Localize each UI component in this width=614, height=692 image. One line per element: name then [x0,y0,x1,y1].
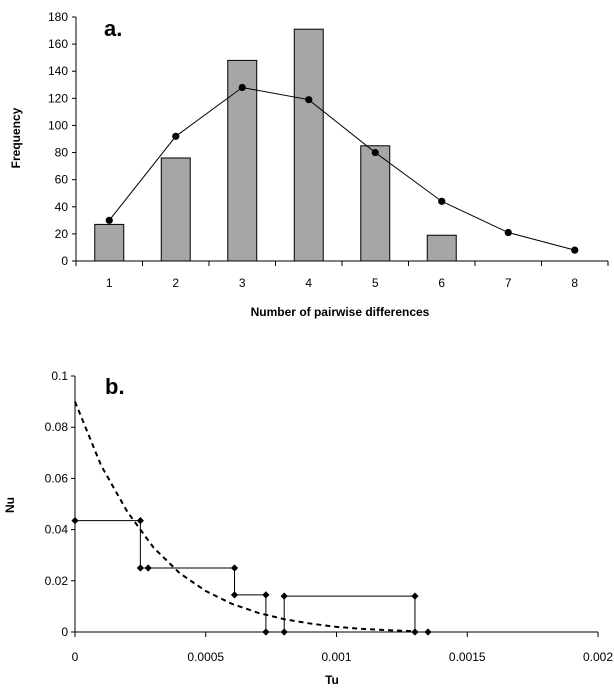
panel-a-ytick-label: 120 [48,91,68,105]
panel-b: b. 0 0.02 0.04 0.06 0.08 0.1 0 0.0005 0.001 0.00… [3,369,613,687]
panel-a-x-title: Number of pairwise differences [251,305,430,319]
panel-a: a. 0 20 40 60 80 100 120 140 160 180 1 2 3 4 5 6 7 8 Num… [9,10,609,319]
panel-a-ytick-label: 40 [55,200,69,214]
panel-a-xtick-label: 1 [106,276,113,290]
panel-b-y-title: Nu [3,497,17,513]
panel-b-label: b. [105,374,125,399]
bar-6 [426,234,457,262]
expected-point-7 [504,228,512,237]
panel-a-ytick-label: 20 [55,227,69,241]
panel-a-ytick-label: 0 [61,254,68,268]
panel-b-ytick-label: 0.04 [45,523,69,537]
expected-point-4 [305,96,313,104]
panel-b-xtick-label: 0.0015 [449,650,486,664]
bar-5 [360,145,391,262]
observed-point [230,591,239,599]
panel-b-ytick-label: 0 [61,625,68,639]
panel-b-ytick-label: 0.06 [45,471,69,485]
panel-a-xtick-label: 7 [505,276,512,290]
panel-a-xtick-label: 5 [372,276,379,290]
panel-a-y-title: Frequency [9,107,23,168]
bar-3 [227,59,258,262]
expected-point-6 [438,197,446,205]
panel-a-ytick-label: 100 [48,118,68,132]
expected-point-3 [238,83,246,92]
observed-point [144,564,152,572]
panel-a-xtick-label: 8 [571,276,578,290]
panel-a-ytick-label: 140 [48,64,68,78]
observed-point [136,517,144,525]
panel-a-xtick-label: 6 [438,276,445,290]
expected-line [108,86,575,251]
panel-a-ytick-label: 60 [55,173,69,187]
bar-2 [160,157,191,262]
expected-point-8 [571,246,579,254]
panel-b-ytick-label: 0.02 [45,574,69,588]
expected-point-5 [371,148,379,157]
panel-a-xtick-label: 3 [239,276,246,290]
panel-b-xtick-label: 0 [72,650,79,664]
panel-a-ytick-label: 80 [55,146,69,160]
bar-1 [94,223,125,262]
panel-b-x-title: Tu [325,673,339,687]
panel-b-xtick-label: 0.001 [321,650,351,664]
panel-a-ytick-label: 160 [48,37,68,51]
bar-4 [293,28,324,262]
expected-point-1 [105,216,113,224]
observed-point [411,592,419,600]
panel-b-xtick-label: 0.002 [583,650,613,664]
panel-a-ytick-label: 180 [48,10,68,24]
expected-curve [74,401,415,633]
panel-a-label: a. [104,16,122,41]
panel-b-ytick-label: 0.1 [51,369,68,383]
observed-point [230,564,239,572]
panel-a-xtick-label: 4 [305,276,312,290]
expected-point-2 [172,132,180,140]
observed-point [136,564,144,572]
observed-point [280,592,288,600]
panel-b-xtick-label: 0.0005 [187,650,224,664]
observed-point [262,591,270,599]
panel-b-ytick-label: 0.08 [45,420,69,434]
observed-step-line [75,520,429,633]
panel-a-xtick-label: 2 [172,276,179,290]
